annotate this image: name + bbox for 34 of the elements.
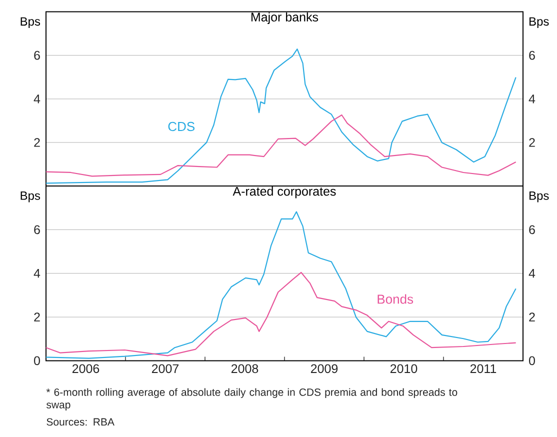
y2-tick-label: 2	[529, 312, 535, 322]
y-tick-label: 6	[34, 225, 40, 234]
chart-title: Major banks	[251, 12, 318, 24]
line-series	[45, 48, 516, 184]
x-tick-label: 2007	[152, 364, 179, 374]
y2-tick-label: 0	[529, 356, 535, 366]
y-tick-label: 2	[34, 138, 40, 147]
chart-title: A-rated corporates	[232, 186, 336, 198]
y-tick-label: 4	[34, 269, 40, 278]
x-tick-label: 2011	[470, 364, 496, 374]
source-note: Sources: RBA	[46, 418, 114, 426]
y2-tick-label: 6	[529, 50, 535, 60]
y-tick-label: 4	[34, 94, 40, 104]
y-tick-label: 6	[34, 50, 40, 60]
text: * 6-month rolling average of absolute daily change in CDS premia and bond spreads to swap	[46, 388, 458, 410]
line-series	[45, 211, 516, 359]
x-tick-label: 2009	[310, 364, 338, 374]
y2-tick-label: 6	[529, 225, 535, 234]
series-label: Bonds	[378, 294, 414, 304]
x-tick-label: 2006	[72, 364, 100, 374]
x-tick-label: 2008	[231, 364, 258, 374]
line-series	[45, 272, 516, 356]
y2-tick-label: 4	[528, 269, 536, 278]
y2-axis-title: Bps	[530, 192, 549, 202]
x-tick-label: 2010	[390, 364, 418, 374]
y2-tick-label: 4	[528, 94, 536, 104]
series-label: CDS	[168, 122, 194, 132]
y-axis-title: Bps	[20, 17, 40, 28]
y-tick-label: 0	[34, 356, 40, 366]
y2-tick-label: 2	[529, 138, 535, 147]
y2-axis-title: Bps	[530, 17, 549, 28]
y-tick-label: 2	[34, 312, 40, 322]
y-axis-title: Bps	[20, 192, 40, 202]
line-series	[45, 114, 516, 177]
